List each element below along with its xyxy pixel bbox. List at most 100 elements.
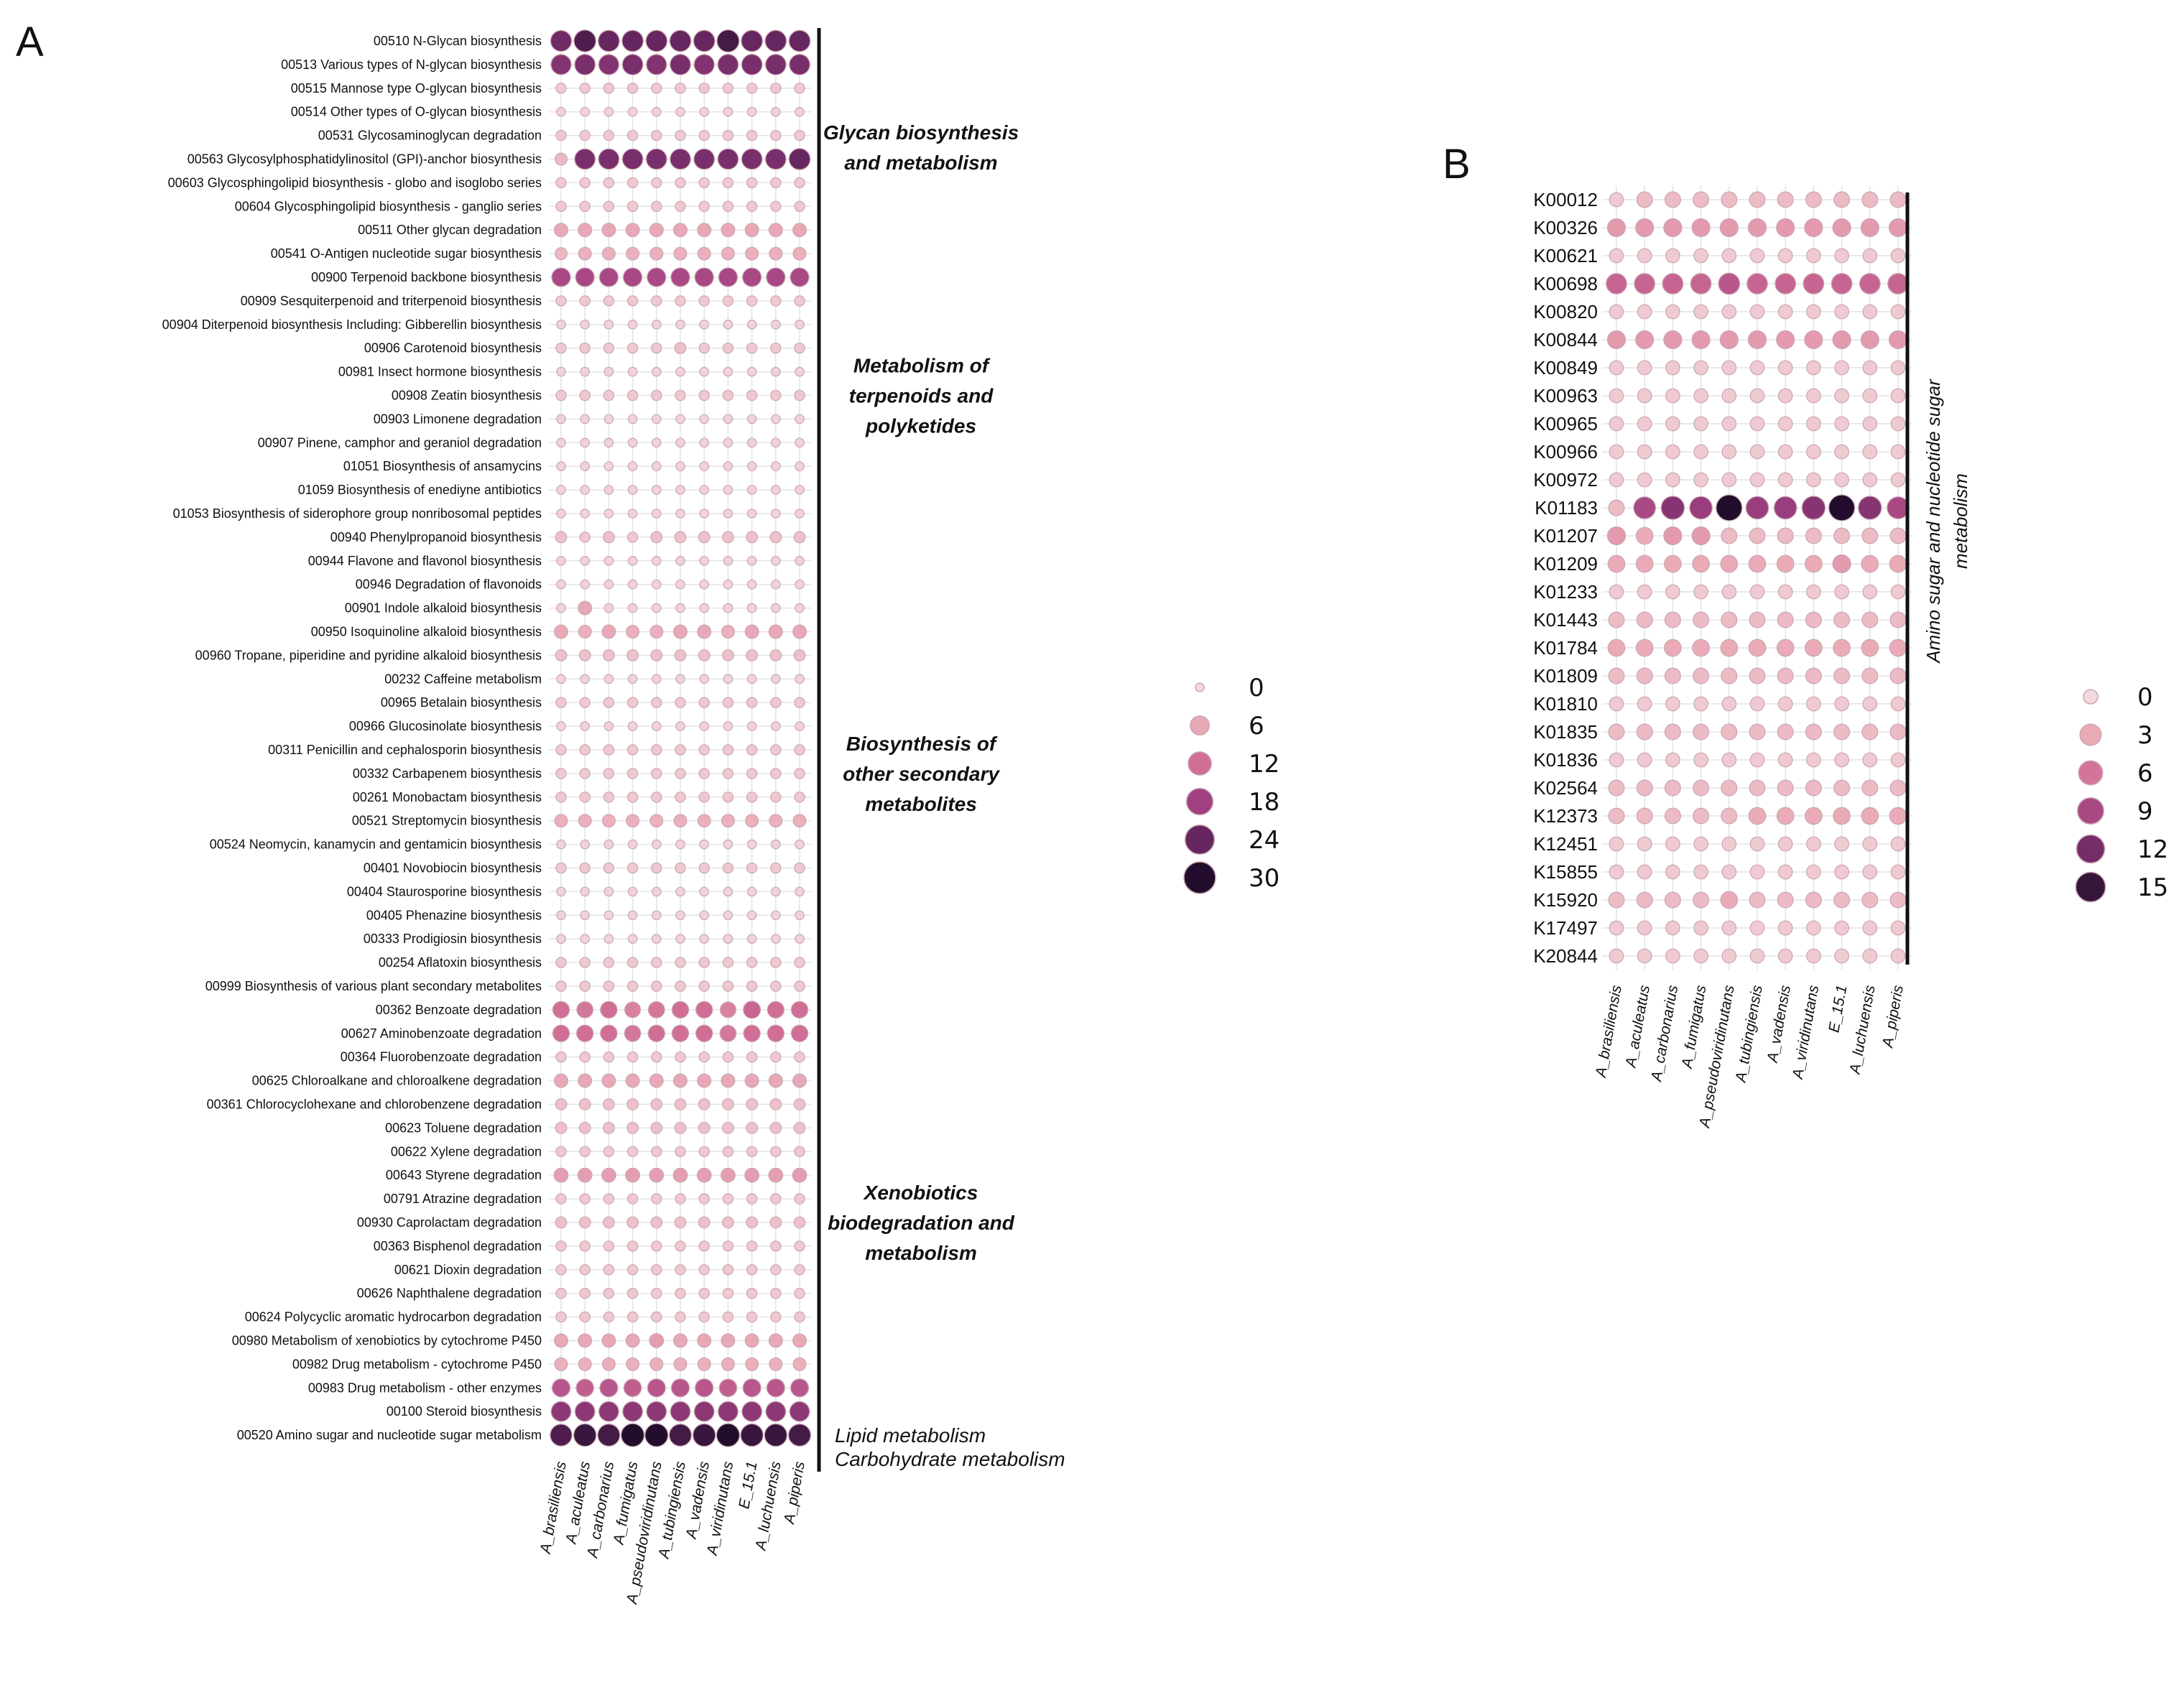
data-dot: [1834, 696, 1849, 712]
data-dot: [768, 1333, 783, 1348]
data-dot: [651, 862, 662, 874]
data-dot: [652, 461, 662, 471]
data-dot: [719, 1024, 737, 1042]
data-dot: [695, 1001, 713, 1019]
data-dot: [1861, 807, 1879, 825]
data-dot: [555, 1146, 567, 1158]
data-dot: [792, 624, 807, 639]
data-dot: [580, 414, 590, 424]
data-dot: [1805, 527, 1822, 544]
data-dot: [669, 29, 692, 52]
data-dot: [603, 744, 615, 756]
data-dot: [626, 814, 640, 828]
legend-label: 12: [1249, 750, 1280, 779]
data-dot: [718, 1378, 738, 1398]
data-dot: [555, 1216, 568, 1229]
data-dot: [555, 980, 567, 992]
data-dot: [1664, 779, 1681, 797]
data-dot: [1777, 891, 1794, 909]
group-label: metabolism: [1950, 473, 1971, 569]
data-dot: [626, 1122, 639, 1134]
data-dot: [767, 1024, 785, 1042]
row-label: 00900 Terpenoid backbone biosynthesis: [311, 270, 542, 284]
data-dot: [699, 579, 709, 590]
data-dot: [580, 509, 590, 519]
data-dot: [769, 814, 783, 828]
data-dot: [698, 862, 710, 874]
data-dot: [1888, 330, 1908, 350]
data-dot: [793, 1098, 806, 1110]
data-dot: [794, 792, 805, 803]
data-dot: [1693, 248, 1708, 264]
data-dot: [627, 461, 638, 471]
data-dot: [766, 1378, 785, 1398]
data-dot: [626, 1311, 639, 1323]
data-dot: [1861, 527, 1879, 544]
group-label: other secondary: [843, 763, 1000, 785]
data-dot: [722, 649, 734, 662]
group-label: polyketides: [865, 415, 976, 437]
data-dot: [1633, 496, 1657, 519]
data-dot: [723, 509, 734, 519]
data-dot: [722, 200, 734, 212]
data-dot: [651, 1264, 662, 1276]
data-dot: [1776, 218, 1795, 238]
data-dot: [1635, 554, 1654, 573]
data-dot: [649, 1357, 664, 1371]
data-dot: [746, 792, 758, 803]
data-dot: [556, 603, 566, 613]
data-dot: [795, 603, 805, 613]
data-dot: [1832, 330, 1851, 350]
data-dot: [1636, 611, 1653, 628]
data-dot: [721, 223, 736, 238]
data-dot: [603, 129, 615, 141]
data-dot: [1721, 527, 1738, 544]
row-label: 00999 Biosynthesis of various plant seco…: [205, 979, 542, 993]
data-dot: [746, 461, 757, 471]
data-dot: [794, 129, 805, 141]
group-label: Amino sugar and nucleotide sugar: [1922, 379, 1944, 664]
data-dot: [723, 461, 734, 471]
data-dot: [795, 437, 805, 448]
data-dot: [1637, 360, 1652, 376]
data-dot: [1609, 948, 1624, 964]
group-label: Lipid metabolism: [835, 1424, 986, 1447]
data-dot: [1833, 527, 1851, 544]
data-dot: [649, 814, 664, 828]
data-dot: [603, 1311, 615, 1323]
data-dot: [555, 389, 567, 401]
data-dot: [1609, 444, 1624, 460]
data-dot: [1637, 416, 1652, 432]
data-dot: [626, 792, 639, 803]
data-dot: [671, 1024, 690, 1042]
data-dot: [1861, 639, 1879, 657]
data-dot: [1636, 723, 1653, 741]
data-dot: [1889, 554, 1907, 573]
data-dot: [670, 1378, 690, 1398]
data-dot: [721, 1073, 736, 1088]
data-dot: [600, 1024, 618, 1042]
data-dot: [717, 54, 739, 75]
group-label: Carbohydrate metabolism: [835, 1448, 1065, 1470]
data-dot: [603, 1240, 615, 1252]
data-dot: [597, 1424, 621, 1447]
data-dot: [675, 603, 685, 613]
data-dot: [1777, 304, 1793, 320]
data-dot: [556, 721, 566, 731]
data-dot: [578, 814, 592, 828]
data-dot: [698, 980, 710, 992]
data-dot: [578, 1357, 592, 1371]
row-label: K00965: [1533, 413, 1598, 435]
data-dot: [626, 295, 639, 307]
legend-dot: [1184, 824, 1216, 855]
data-dot: [1635, 218, 1655, 238]
data-dot: [1636, 807, 1653, 825]
row-label: K15920: [1533, 889, 1598, 911]
data-dot: [771, 556, 781, 566]
column-label: A_tubingiensis: [1732, 983, 1766, 1085]
data-dot: [795, 414, 805, 424]
data-dot: [1637, 920, 1652, 936]
data-dot: [1693, 191, 1710, 208]
data-dot: [649, 246, 664, 261]
data-dot: [674, 531, 687, 544]
